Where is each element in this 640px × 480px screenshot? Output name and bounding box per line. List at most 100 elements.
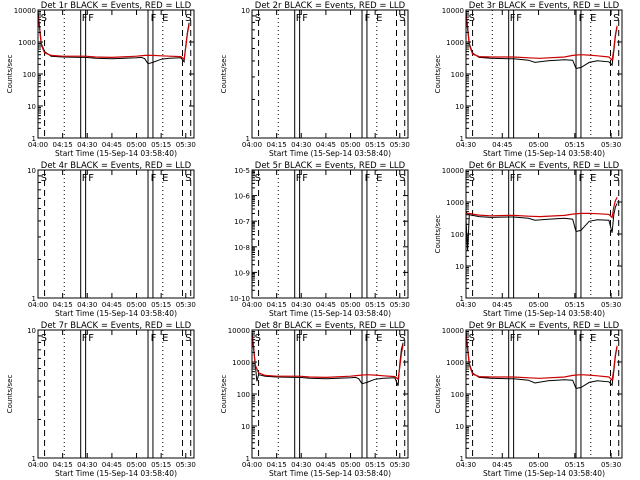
event-letter: F (82, 173, 88, 184)
x-tick-label: 04:45 (102, 141, 122, 149)
x-tick-label: 05:15 (365, 461, 385, 469)
x-tick-label: 05:00 (528, 461, 548, 469)
y-tick-label: 100 (237, 391, 250, 399)
event-letter: F (296, 13, 302, 24)
plot-frame (251, 169, 409, 299)
x-tick-label: 04:00 (242, 141, 262, 149)
event-letter: F (296, 333, 302, 344)
x-tick-label: 04:30 (77, 141, 97, 149)
event-letter: F (516, 13, 522, 24)
event-letter: F (510, 173, 516, 184)
y-tick-label: 10 (27, 167, 36, 175)
y-tick-label: 10 (241, 7, 250, 15)
y-tick-label: 10-6 (234, 193, 250, 201)
x-tick-label: 05:00 (528, 141, 548, 149)
x-axis-label: Start Time (15-Sep-14 03:58:40) (55, 469, 177, 478)
event-letter: F (88, 13, 94, 24)
y-tick-label: 1 (32, 135, 36, 143)
x-tick-label: 04:00 (28, 301, 48, 309)
y-tick-label: 10000 (228, 327, 250, 335)
x-tick-label: 04:15 (53, 141, 73, 149)
y-tick-label: 1000 (232, 359, 250, 367)
chart-title: Det 5r BLACK = Events, RED = LLD (255, 161, 406, 171)
x-tick-label: 04:30 (456, 461, 476, 469)
event-letter: F (302, 333, 308, 344)
x-tick-label: 05:15 (565, 141, 585, 149)
event-letter: S (41, 173, 47, 184)
event-letter: F (296, 173, 302, 184)
y-tick-label: 10 (455, 103, 464, 111)
event-letter: F (151, 13, 157, 24)
x-tick-label: 04:45 (492, 301, 512, 309)
chart-title: Det 8r BLACK = Events, RED = LLD (255, 321, 406, 331)
plot-frame (251, 9, 409, 139)
y-tick-label: 1 (460, 295, 464, 303)
event-letter: F (579, 333, 585, 344)
chart-title: Det 9r BLACK = Events, RED = LLD (469, 321, 620, 331)
x-tick-label: 04:45 (316, 141, 336, 149)
x-tick-label: 04:15 (267, 461, 287, 469)
y-tick-label: 1 (246, 135, 250, 143)
x-tick-label: 04:45 (102, 301, 122, 309)
event-letter: F (510, 333, 516, 344)
y-tick-label: 1000 (446, 199, 464, 207)
event-letter: F (579, 173, 585, 184)
event-letter: F (579, 13, 585, 24)
x-tick-label: 04:00 (242, 461, 262, 469)
x-tick-label: 05:30 (176, 141, 196, 149)
event-letter: F (82, 333, 88, 344)
y-tick-label: 10 (455, 263, 464, 271)
event-letter: F (151, 173, 157, 184)
x-tick-label: 05:15 (365, 141, 385, 149)
event-letter: S (469, 13, 475, 24)
event-letter: S (613, 333, 619, 344)
event-letter: S (41, 333, 47, 344)
x-tick-label: 05:30 (601, 301, 621, 309)
event-letter: E (376, 333, 382, 344)
x-tick-label: 05:15 (565, 461, 585, 469)
plot-frame (465, 169, 623, 299)
chart-title: Det 3r BLACK = Events, RED = LLD (469, 1, 620, 11)
chart-title: Det 1r BLACK = Events, RED = LLD (41, 1, 192, 11)
y-tick-label: 1 (32, 455, 36, 463)
y-axis-label: Counts/sec (434, 375, 442, 414)
chart-title: Det 2r BLACK = Events, RED = LLD (255, 1, 406, 11)
y-tick-label: 1 (460, 455, 464, 463)
y-axis-label: Counts/sec (6, 55, 14, 94)
x-tick-label: 05:00 (126, 141, 146, 149)
event-letter: S (255, 173, 261, 184)
x-axis-label: Start Time (15-Sep-14 03:58:40) (55, 149, 177, 158)
x-tick-label: 04:00 (242, 301, 262, 309)
event-letter: S (255, 13, 261, 24)
event-letter: F (365, 173, 371, 184)
y-tick-label: 10000 (442, 7, 464, 15)
x-tick-label: 04:15 (53, 461, 73, 469)
series-line-events (465, 203, 618, 251)
y-tick-label: 1000 (446, 39, 464, 47)
x-tick-label: 05:00 (340, 301, 360, 309)
x-tick-label: 05:15 (365, 301, 385, 309)
y-tick-label: 1 (32, 295, 36, 303)
y-tick-label: 1000 (446, 359, 464, 367)
x-axis-label: Start Time (15-Sep-14 03:58:40) (269, 309, 391, 318)
x-tick-label: 04:30 (77, 461, 97, 469)
x-tick-label: 04:45 (316, 461, 336, 469)
y-tick-label: 1000 (18, 39, 36, 47)
y-tick-label: 10000 (442, 327, 464, 335)
x-axis-label: Start Time (15-Sep-14 03:58:40) (483, 469, 605, 478)
event-letter: E (162, 333, 168, 344)
event-letter: S (399, 173, 405, 184)
x-tick-label: 05:15 (151, 461, 171, 469)
plot-frame (37, 169, 195, 299)
x-tick-label: 05:30 (390, 461, 410, 469)
x-tick-label: 05:00 (528, 301, 548, 309)
y-tick-label: 10-8 (234, 244, 250, 252)
x-tick-label: 05:30 (601, 141, 621, 149)
